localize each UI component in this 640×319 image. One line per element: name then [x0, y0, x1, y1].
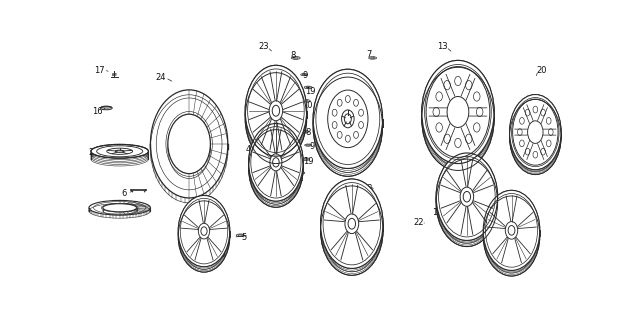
Ellipse shape — [422, 67, 494, 170]
Text: 8: 8 — [488, 197, 493, 205]
Ellipse shape — [436, 159, 498, 247]
Ellipse shape — [436, 153, 498, 241]
Text: 8: 8 — [366, 184, 371, 193]
Text: 18: 18 — [472, 186, 482, 195]
Ellipse shape — [321, 179, 383, 268]
Text: 5: 5 — [241, 233, 246, 242]
Text: 9: 9 — [494, 211, 499, 220]
Text: 8: 8 — [291, 51, 296, 60]
Ellipse shape — [313, 69, 383, 168]
Text: 1: 1 — [340, 201, 346, 210]
Ellipse shape — [248, 130, 303, 207]
Text: 24: 24 — [156, 73, 166, 82]
Text: 19: 19 — [219, 241, 229, 250]
Text: 21: 21 — [183, 219, 193, 227]
Text: 22: 22 — [413, 219, 424, 227]
Text: 8: 8 — [212, 214, 218, 223]
Text: 10: 10 — [510, 246, 521, 255]
Ellipse shape — [509, 94, 561, 170]
Text: 12: 12 — [432, 208, 442, 217]
Ellipse shape — [168, 119, 211, 179]
Ellipse shape — [178, 196, 230, 267]
Text: 9: 9 — [212, 228, 218, 237]
Ellipse shape — [89, 204, 150, 218]
Ellipse shape — [483, 196, 540, 276]
Ellipse shape — [422, 60, 494, 164]
Text: 6: 6 — [121, 189, 126, 198]
Ellipse shape — [103, 204, 136, 212]
Ellipse shape — [313, 77, 383, 176]
Ellipse shape — [168, 114, 211, 174]
Text: 11: 11 — [293, 174, 303, 183]
Text: 4: 4 — [246, 145, 252, 154]
Text: 16: 16 — [93, 108, 103, 116]
Text: 10: 10 — [302, 100, 312, 110]
Ellipse shape — [91, 145, 148, 158]
Text: 19: 19 — [521, 233, 532, 242]
Text: 13: 13 — [436, 42, 447, 51]
Text: 17: 17 — [95, 66, 105, 75]
Text: 2: 2 — [88, 148, 93, 157]
Ellipse shape — [509, 100, 561, 174]
Text: 19: 19 — [371, 221, 382, 230]
Ellipse shape — [248, 123, 303, 201]
Text: 20: 20 — [536, 66, 547, 75]
Ellipse shape — [150, 95, 228, 203]
Text: 23: 23 — [258, 42, 269, 51]
Ellipse shape — [245, 65, 307, 156]
Text: 8: 8 — [305, 128, 311, 137]
Text: 10: 10 — [367, 248, 378, 256]
Ellipse shape — [178, 201, 230, 272]
Text: 9: 9 — [303, 71, 308, 80]
Ellipse shape — [483, 190, 540, 271]
Text: 3: 3 — [336, 78, 342, 87]
Text: 15: 15 — [452, 159, 462, 168]
Ellipse shape — [245, 73, 307, 164]
Text: 9: 9 — [310, 142, 315, 151]
Ellipse shape — [103, 207, 136, 215]
Text: 10: 10 — [215, 250, 226, 259]
Ellipse shape — [100, 106, 112, 110]
Ellipse shape — [321, 186, 383, 275]
Text: 19: 19 — [305, 86, 316, 96]
Text: 7: 7 — [366, 50, 371, 59]
Text: 19: 19 — [303, 157, 314, 166]
